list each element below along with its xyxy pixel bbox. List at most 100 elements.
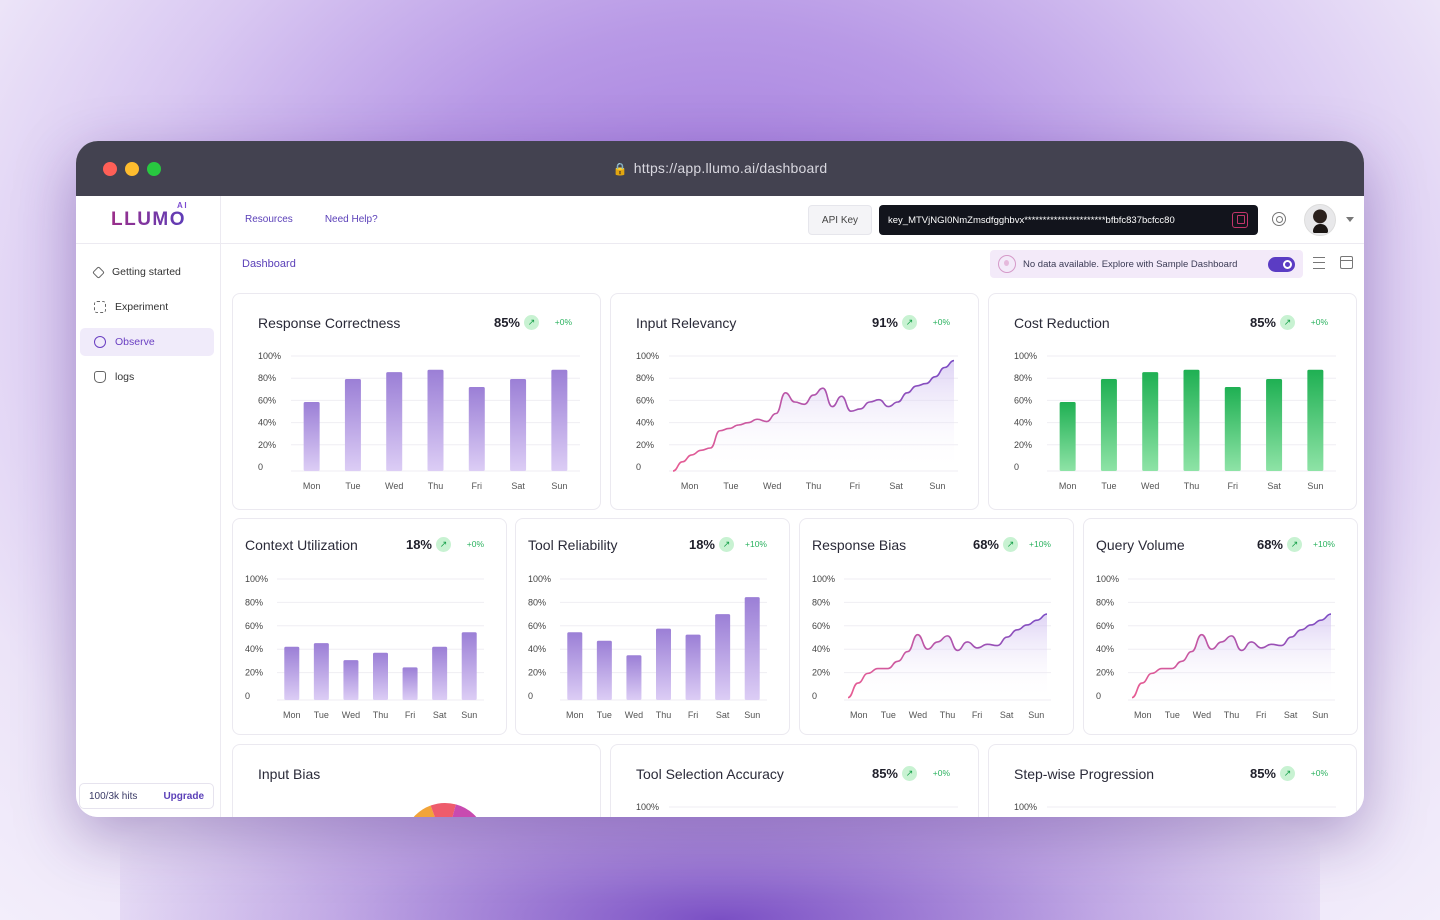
upgrade-link[interactable]: Upgrade: [163, 790, 204, 802]
pie-slice[interactable]: [445, 804, 484, 817]
bar[interactable]: [626, 655, 642, 700]
pie-slice[interactable]: [430, 803, 456, 817]
chevron-down-icon[interactable]: [1346, 217, 1354, 222]
x-tick-label: Sun: [744, 710, 760, 720]
calendar-icon[interactable]: [1340, 256, 1353, 269]
breadcrumb[interactable]: Dashboard: [242, 258, 296, 270]
bar[interactable]: [386, 372, 403, 471]
bar[interactable]: [744, 597, 760, 700]
line-series[interactable]: [1131, 613, 1332, 699]
sample-dashboard-toggle[interactable]: [1268, 257, 1295, 272]
bar[interactable]: [1100, 379, 1117, 471]
sidebar-item-observe[interactable]: Observe: [80, 328, 214, 356]
card-delta: +0%: [554, 317, 572, 327]
metric-card[interactable]: Tool Reliability 18% ↗ +10% 100% 80% 60% 40% 20%…: [515, 518, 790, 735]
bar[interactable]: [656, 628, 671, 700]
copy-icon[interactable]: [1232, 212, 1248, 228]
bar[interactable]: [551, 369, 568, 471]
y-tick-label: 40%: [636, 418, 654, 428]
line-series[interactable]: [672, 359, 955, 472]
metric-card[interactable]: Cost Reduction 85% ↗ +0% 100% 80% 60% 40% 20% 0 Mo…: [988, 293, 1357, 510]
close-window-button[interactable]: [103, 162, 117, 176]
card-title: Tool Reliability: [528, 537, 618, 553]
x-tick-label: Wed: [342, 710, 360, 720]
x-tick-label: Fri: [405, 710, 416, 720]
bar[interactable]: [432, 646, 448, 700]
api-key-value: key_MTVjNGI0NmZmsdfgghbvx***************…: [888, 214, 1175, 226]
card-delta: +0%: [1310, 768, 1328, 778]
sidebar-item-getting-started[interactable]: Getting started: [80, 258, 214, 286]
y-tick-label: 40%: [812, 644, 830, 654]
pie-slice[interactable]: [406, 805, 445, 817]
avatar[interactable]: [1304, 204, 1336, 236]
metric-card[interactable]: Tool Selection Accuracy 85% ↗ +0% 100%: [610, 744, 979, 817]
x-tick-label: Thu: [806, 481, 822, 491]
trend-up-icon: ↗: [902, 766, 917, 781]
y-tick-label: 100%: [1014, 351, 1037, 361]
y-tick-label: 100%: [636, 802, 659, 812]
sample-dashboard-banner: No data available. Explore with Sample D…: [990, 250, 1303, 278]
metric-card[interactable]: Query Volume 68% ↗ +10% 100% 80% 60% 40% 20% 0 Mon…: [1083, 518, 1358, 735]
x-tick-label: Tue: [314, 710, 329, 720]
x-tick-label: Mon: [681, 481, 699, 491]
need-help-link[interactable]: Need Help?: [324, 214, 378, 225]
bar[interactable]: [1059, 402, 1076, 471]
gear-icon[interactable]: [1272, 212, 1286, 226]
bar[interactable]: [1266, 379, 1283, 471]
x-tick-label: Tue: [597, 710, 612, 720]
bar[interactable]: [510, 379, 527, 471]
bar[interactable]: [313, 643, 329, 700]
card-chart: [406, 803, 484, 817]
metric-card[interactable]: Context Utilization 18% ↗ +0% 100% 80% 60% 40% 2…: [232, 518, 507, 735]
card-title: Response Correctness: [258, 315, 401, 331]
bar[interactable]: [303, 402, 320, 471]
bar[interactable]: [596, 640, 612, 700]
resources-link[interactable]: Resources: [245, 214, 293, 225]
card-value: 68%: [972, 537, 999, 552]
x-tick-label: Tue: [881, 710, 896, 720]
api-key-field[interactable]: key_MTVjNGI0NmZmsdfgghbvx***************…: [879, 205, 1258, 235]
metric-card[interactable]: Response Bias 68% ↗ +10% 100% 80% 60% 40% 20% 0 Mo…: [799, 518, 1074, 735]
sidebar-item-logs[interactable]: logs: [80, 363, 214, 391]
filter-sliders-icon[interactable]: [1313, 257, 1325, 269]
url-text: https://app.llumo.ai/dashboard: [633, 160, 828, 176]
bar[interactable]: [567, 632, 583, 700]
y-tick-label: 40%: [258, 418, 276, 428]
bar[interactable]: [1142, 372, 1159, 471]
x-tick-label: Wed: [763, 481, 781, 491]
x-tick-label: Sat: [511, 481, 525, 491]
maximize-window-button[interactable]: [147, 162, 161, 176]
sidebar-item-experiment[interactable]: Experiment: [80, 293, 214, 321]
metric-card[interactable]: Input Relevancy 91% ↗ +0% 100% 80% 60% 40% 20% 0 M…: [610, 293, 979, 510]
bar[interactable]: [1307, 369, 1324, 471]
bar[interactable]: [468, 387, 485, 471]
trend-up-icon: ↗: [436, 537, 451, 552]
bar[interactable]: [1224, 387, 1241, 471]
bar[interactable]: [343, 660, 359, 700]
llumo-logo[interactable]: LLUMO AI: [111, 200, 189, 230]
card-title: Step-wise Progression: [1014, 766, 1155, 782]
hits-count: 100/3k hits: [89, 790, 138, 802]
card-title: Input Bias: [258, 766, 321, 782]
metric-card[interactable]: Input Bias: [232, 744, 601, 817]
logo-ai-badge: AI: [177, 200, 189, 210]
bar[interactable]: [427, 369, 444, 471]
y-tick-label: 0: [812, 691, 817, 701]
y-tick-label: 0: [245, 691, 250, 701]
bar[interactable]: [284, 646, 300, 700]
bar[interactable]: [685, 634, 701, 700]
bar[interactable]: [344, 379, 361, 471]
minimize-window-button[interactable]: [125, 162, 139, 176]
address-bar[interactable]: 🔒 https://app.llumo.ai/dashboard: [76, 160, 1364, 176]
bar[interactable]: [461, 632, 477, 700]
metric-card[interactable]: Response Correctness 85% ↗ +0% 100% 80% 60% 40%…: [232, 293, 601, 510]
y-tick-label: 40%: [528, 644, 546, 654]
x-tick-label: Sat: [889, 481, 903, 491]
metric-card[interactable]: Step-wise Progression 85% ↗ +0% 100%: [988, 744, 1357, 817]
bar[interactable]: [715, 614, 731, 700]
bar[interactable]: [402, 667, 418, 700]
bar[interactable]: [1183, 369, 1200, 471]
bar[interactable]: [373, 652, 388, 700]
line-series[interactable]: [847, 613, 1048, 699]
trend-up-icon: ↗: [1280, 766, 1295, 781]
